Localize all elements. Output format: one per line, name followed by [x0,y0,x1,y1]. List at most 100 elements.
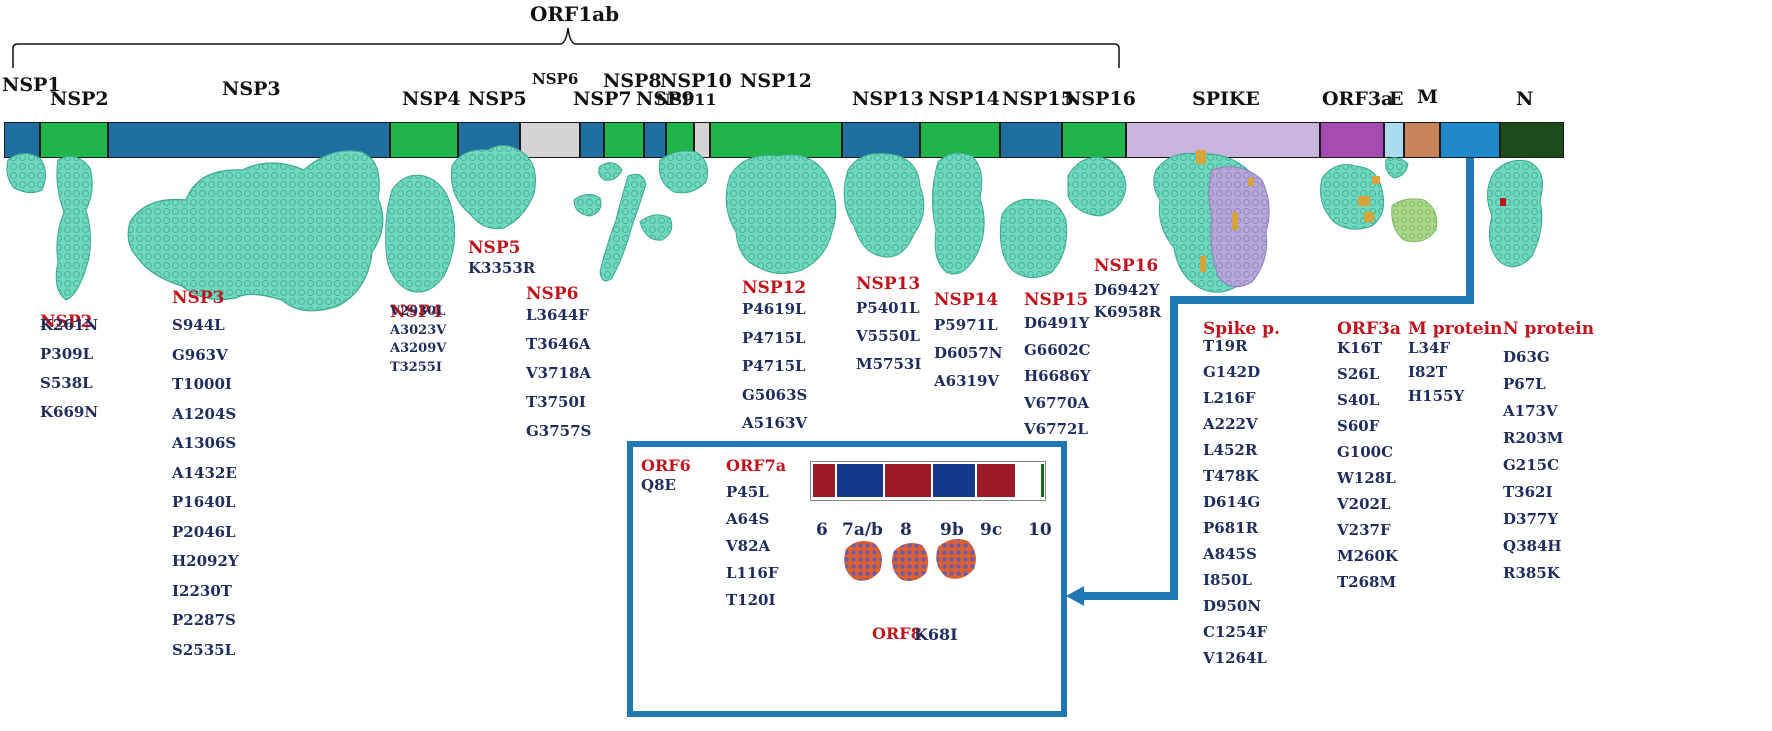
nprotein-mutation: D377Y [1503,510,1559,528]
m-structure [1391,198,1438,243]
n-structure [1487,159,1543,268]
segment-nsp8 [604,122,644,158]
orf7a-mutation: A64S [726,510,770,528]
nsp3-mutation: I2230T [172,581,232,600]
nsp15-mutation: D6491Y [1024,314,1090,332]
orf6-mutation: Q8E [641,476,676,494]
nsp8-structure [598,162,647,282]
orf3a-mutation: T268M [1337,573,1397,591]
nsp12-mutation: G5063S [742,385,808,404]
seg-label-nsp1: NSP1 [2,74,61,96]
nsp13-mutation: P5401L [856,299,920,317]
spike-gold-mutations [1196,150,1254,272]
connector-arrowhead [1066,586,1084,606]
nsp6-mutation: V3718A [526,364,592,382]
seg-label-nsp5: NSP5 [468,88,527,110]
orf3a-mutation: V202L [1337,495,1391,513]
spike-lavender-chain [1208,166,1270,288]
mprotein-mutation: I82T [1408,363,1448,381]
orf7a-mutation: P45L [726,483,769,501]
nsp6-group-title: NSP6 [526,284,579,304]
nprotein-mutation: D63G [1503,348,1550,366]
segment-orf3a [1320,122,1384,158]
seg-label-nsp15: NSP15 [1002,88,1074,110]
orf3a-gold-mutations [1358,176,1380,222]
nsp3-mutation: A1432E [172,463,237,482]
segment-nsp6 [520,122,580,158]
inset-seg-6 [813,464,835,497]
segment-nsp12 [710,122,842,158]
nsp16-group-title: NSP16 [1094,256,1159,276]
nsp5-structure [450,145,536,230]
nsp15-mutation: V6772L [1024,420,1088,438]
nsp15-mutation: V6770A [1024,393,1090,412]
nsp12-structure [725,154,837,274]
nsp13-mutation: M5753I [856,355,922,373]
nsp14-structure [931,152,985,275]
nsp16-mutation: K6958R [1094,303,1162,321]
orf3a-mutation: S40L [1337,391,1380,409]
nprotein-mutation: G215C [1503,456,1560,474]
nsp3-mutation: A1306S [172,434,237,452]
nsp13-structure [843,152,925,258]
n-red-mark [1500,198,1506,206]
bracket-path [12,27,1120,68]
nsp12-group-title: NSP12 [742,278,807,298]
inset-seg-7ab [837,464,883,497]
seg-label-nsp7: NSP7 [573,88,632,110]
nsp15-group-title: NSP15 [1024,290,1089,310]
orf3a-mutation: V237F [1337,521,1391,539]
orf3a-mutation: W128L [1337,469,1396,487]
seg-label-nsp4: NSP4 [402,88,461,110]
nsp16-structure [1067,156,1127,217]
orf8-mutation: K68I [914,625,958,644]
nsp3-group-title: NSP3 [172,288,225,308]
connector-line [1082,158,1474,600]
nprotein-group-title: N protein [1503,319,1595,339]
nsp2-mutation: K261N [40,316,99,334]
inset-label-7ab: 7a/b [842,520,883,540]
inset-seg-9c [977,464,1015,497]
segment-nsp16 [1062,122,1126,158]
spike-mutation: A222V [1203,415,1258,433]
e-structure [1385,157,1409,179]
nsp4-mutation: V2930L [390,304,446,319]
nprotein-mutation: T362I [1503,483,1553,501]
segment-n [1500,122,1564,158]
nsp12-mutation: A5163V [742,414,808,432]
mprotein-mutation: L34F [1408,339,1451,357]
spike-mutation: L216F [1203,389,1256,407]
nsp15-mutation: H6686Y [1024,367,1091,385]
spike-mutation: D950N [1203,597,1262,615]
seg-label-nsp2: NSP2 [50,88,109,110]
nsp6-mutation: T3646A [526,335,591,353]
nprotein-mutation: R203M [1503,429,1564,447]
nsp7-structure [573,194,602,217]
orf1ab-title: ORF1ab [530,2,620,26]
seg-label-nsp16: NSP16 [1064,88,1136,110]
orf3a-structure [1320,164,1385,230]
spike-mutation: C1254F [1203,623,1268,641]
spike-mutation: I850L [1203,571,1252,589]
nsp14-mutation: D6057N [934,344,1003,362]
spike-mutation: T19R [1203,337,1248,355]
nsp2-group-title: NSP2 [40,312,93,332]
nsp12-mutation: P4619L [742,300,806,318]
nsp6-mutation: G3757S [526,422,592,440]
inset-label-9c: 9c [980,520,1003,540]
orf7a-mutation: T120I [726,591,776,609]
segment-nsp7 [580,122,604,158]
mprotein-group-title: M protein [1408,319,1503,339]
nsp10-structure [658,150,709,194]
orf8-structure-3 [936,539,976,579]
seg-label-nsp3: NSP3 [222,78,281,100]
nsp9-structure [639,214,673,241]
orf7a-mutation: L116F [726,564,779,582]
seg-label-n: N [1516,88,1534,110]
seg-label-nsp9: NSP9 [636,88,695,110]
orf7a-mutation: V82A [726,537,771,555]
seg-label-nsp14: NSP14 [928,88,1000,110]
nsp14-group-title: NSP14 [934,290,999,310]
orf3a-mutation: G100C [1337,443,1394,461]
